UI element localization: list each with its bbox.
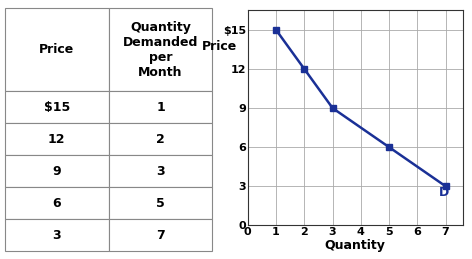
Text: Price: Price [202, 40, 237, 53]
Text: D: D [438, 186, 449, 199]
X-axis label: Quantity: Quantity [325, 240, 386, 253]
